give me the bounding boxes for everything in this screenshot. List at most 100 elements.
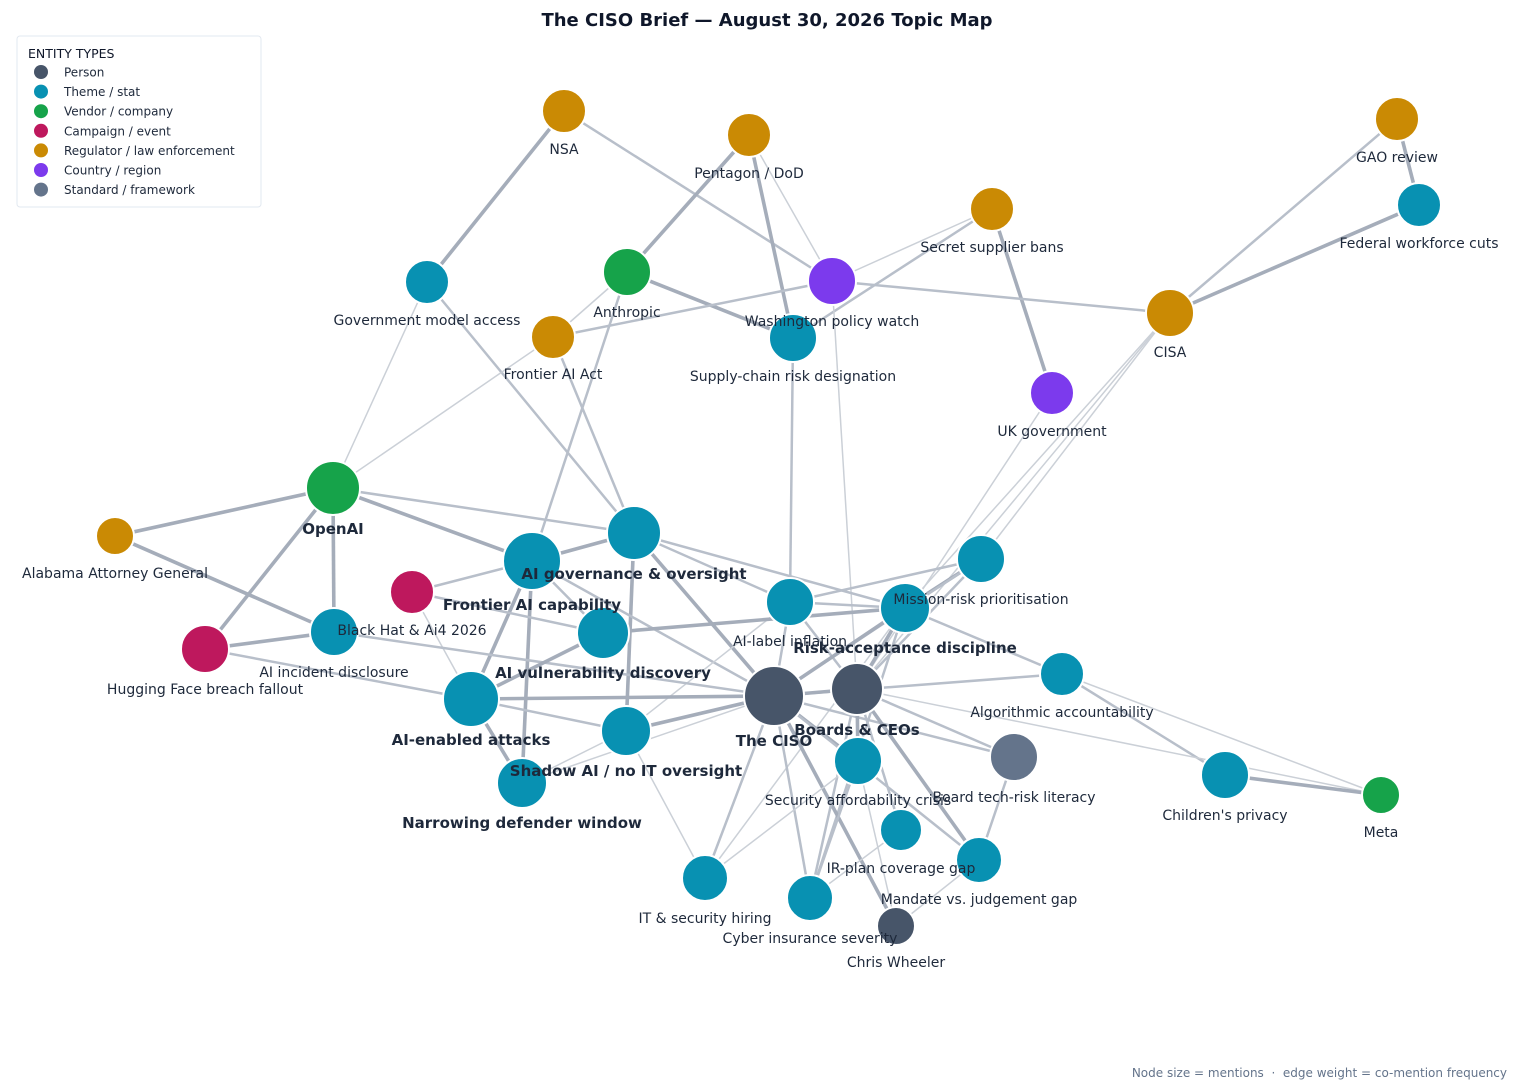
node-label: Children's privacy [1162,808,1287,824]
node [309,607,359,657]
edge [831,279,1171,315]
edge [602,606,906,635]
node-label: IR-plan coverage gap [827,861,976,877]
edge [773,694,1015,759]
node [879,808,923,852]
edge [808,688,859,899]
edge [856,392,1053,690]
legend-title: ENTITY TYPES [28,46,115,61]
node-label: Security affordability crisis [765,793,951,809]
node [1200,750,1250,800]
node [989,732,1039,782]
node [1039,651,1085,697]
legend-label: Theme / stat [63,85,140,99]
node [726,112,772,158]
node-label: Frontier AI capability [443,596,621,614]
edge [772,695,898,927]
edge [530,271,629,562]
node [955,836,1003,884]
node [95,516,135,556]
edge [203,486,335,651]
node [180,624,230,674]
node-label: AI-label inflation [733,634,847,650]
edge [772,695,812,899]
legend: Person Theme / stat Vendor / company Campai… [34,65,235,197]
edge [748,134,833,282]
legend-swatch [34,163,48,177]
edge [704,607,906,879]
node [1145,288,1195,338]
legend-swatch [34,182,48,197]
edge [332,336,554,489]
node-label: The CISO [736,732,812,750]
node-label: Narrowing defender window [402,814,642,832]
node [876,906,916,946]
edge [552,279,833,339]
node-label: Supply-chain risk designation [690,369,896,385]
edge [773,695,980,861]
legend-swatch [34,104,48,119]
edge [333,630,775,698]
node [969,186,1015,232]
edge [789,557,982,604]
edge [857,760,897,927]
edge [625,133,751,274]
edge [411,590,604,635]
legend-swatch [34,84,48,99]
legend-swatch [34,65,48,79]
edge [625,730,706,879]
node-label: AI vulnerability discovery [495,664,711,682]
node-label: Algorithmic accountability [970,705,1153,721]
node-label: Mission-risk prioritisation [893,592,1068,608]
edge [114,534,335,634]
node-label: Anthropic [593,305,660,321]
edge [990,208,1054,394]
edge [788,337,795,603]
node-label: AI incident disclosure [259,665,408,681]
node-label: Secret supplier bans [920,240,1063,256]
node [502,531,562,591]
node [1361,775,1401,815]
node-label: Mandate vs. judgement gap [881,892,1078,908]
edge [632,531,776,698]
edge [204,647,472,701]
edge [1061,672,1226,777]
edge [563,109,833,283]
node [541,88,587,134]
edge [856,688,1382,796]
edge [332,486,635,535]
edge [625,601,791,732]
edge [470,694,775,701]
node-label: Cyber insurance severity [723,931,898,947]
nodes: NSA Pentagon / DoD GAO review Federal workf… [22,88,1499,971]
legend-label: Campaign / event [64,124,171,138]
node-label: Alabama Attorney General [22,566,208,582]
node-label: Chris Wheeler [847,955,945,971]
node [786,874,834,922]
edge [747,134,795,339]
edge [114,486,334,538]
edge [704,760,859,879]
node [807,256,857,306]
legend-label: Standard / framework [64,183,195,197]
edge [1061,673,1382,796]
node-label: Hugging Face breach fallout [107,682,304,698]
edge [703,695,776,879]
edge [1169,118,1398,314]
legend-label: Vendor / company [64,105,173,119]
legend-label: Country / region [64,164,161,178]
edge [332,281,428,489]
node-label: UK government [997,424,1107,440]
node [765,577,815,627]
node [681,854,729,902]
node-label: Federal workforce cuts [1339,236,1498,252]
legend-swatch [34,123,48,138]
legend-box [16,35,262,208]
node [743,665,805,727]
edge [633,531,791,604]
node [404,259,450,305]
edge [425,109,566,284]
edge [904,312,1171,609]
node-label: Black Hat & Ai4 2026 [337,623,486,639]
